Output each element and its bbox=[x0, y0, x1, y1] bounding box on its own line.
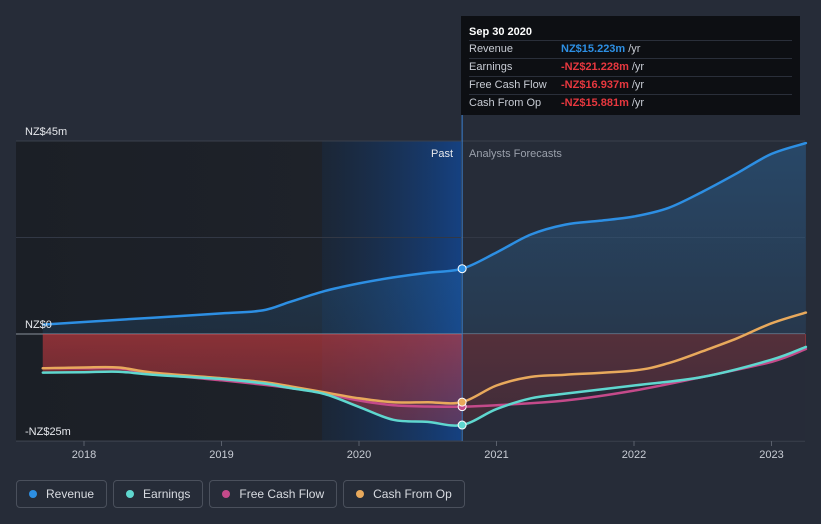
y-tick-label: NZ$45m bbox=[25, 126, 67, 138]
y-tick-label: -NZ$25m bbox=[25, 426, 71, 438]
legend-item-earnings[interactable]: Earnings bbox=[113, 480, 204, 508]
tooltip-markers bbox=[457, 264, 467, 430]
legend-label: Cash From Op bbox=[373, 487, 452, 501]
x-tick-label: 2023 bbox=[759, 449, 783, 461]
forecast-dim bbox=[462, 334, 805, 441]
legend-item-free-cash-flow[interactable]: Free Cash Flow bbox=[209, 480, 338, 508]
data-tooltip: Sep 30 2020 Revenue NZ$15.223m /yr Earni… bbox=[461, 16, 800, 115]
series-areas bbox=[42, 143, 806, 441]
legend-item-cash-from-op[interactable]: Cash From Op bbox=[343, 480, 465, 508]
tooltip-row-revenue: Revenue NZ$15.223m /yr bbox=[469, 40, 792, 58]
chart-legend: Revenue Earnings Free Cash Flow Cash Fro… bbox=[16, 480, 465, 508]
tooltip-unit: /yr bbox=[628, 43, 641, 55]
tooltip-value: -NZ$15.881m bbox=[561, 97, 629, 109]
tooltip-label: Cash From Op bbox=[469, 97, 542, 109]
revenue-area bbox=[42, 143, 806, 334]
past-label: Past bbox=[431, 148, 453, 160]
y-tick-label: NZ$0 bbox=[25, 319, 52, 331]
legend-item-revenue[interactable]: Revenue bbox=[16, 480, 108, 508]
marker-revenue bbox=[457, 264, 467, 274]
legend-dot-icon bbox=[356, 490, 365, 498]
tooltip-unit: /yr bbox=[631, 79, 645, 91]
tooltip-label: Earnings bbox=[469, 61, 513, 73]
tooltip-date: Sep 30 2020 bbox=[469, 26, 532, 38]
tooltip-row-earnings: Earnings -NZ$21.228m /yr bbox=[469, 58, 792, 76]
x-tick-label: 2021 bbox=[484, 449, 508, 461]
series-line-cash-from-op bbox=[41, 311, 808, 405]
tooltip-row-free-cash-flow: Free Cash Flow -NZ$16.937m /yr bbox=[469, 76, 792, 94]
tooltip-value: -NZ$16.937m bbox=[561, 79, 629, 91]
tooltip-unit: /yr bbox=[631, 97, 645, 109]
legend-label: Free Cash Flow bbox=[239, 487, 325, 501]
forecast-label: Analysts Forecasts bbox=[469, 148, 562, 160]
tooltip-unit: /yr bbox=[631, 61, 645, 73]
x-tick-label: 2019 bbox=[209, 449, 233, 461]
x-tick-label: 2020 bbox=[347, 449, 371, 461]
legend-label: Earnings bbox=[143, 487, 191, 501]
tooltip-label: Revenue bbox=[469, 43, 514, 55]
marker-cash-from-op bbox=[457, 397, 467, 407]
legend-dot-icon bbox=[126, 490, 135, 498]
x-tick-label: 2018 bbox=[72, 449, 96, 461]
legend-dot-icon bbox=[222, 490, 231, 498]
tooltip-value: NZ$15.223m bbox=[561, 43, 626, 55]
legend-dot-icon bbox=[29, 490, 37, 498]
x-tick-label: 2022 bbox=[622, 449, 646, 461]
tooltip-row-cash-from-op: Cash From Op -NZ$15.881m /yr bbox=[469, 94, 792, 112]
legend-label: Revenue bbox=[46, 487, 95, 501]
series-line-earnings bbox=[41, 345, 808, 427]
axis-labels: 2018 2019 2020 2021 2022 2023 NZ$45m NZ$0 -NZ$25… bbox=[25, 126, 784, 461]
tooltip-label: Free Cash Flow bbox=[469, 79, 547, 91]
tooltip-value: -NZ$21.228m bbox=[561, 61, 629, 73]
marker-earnings bbox=[457, 420, 467, 430]
